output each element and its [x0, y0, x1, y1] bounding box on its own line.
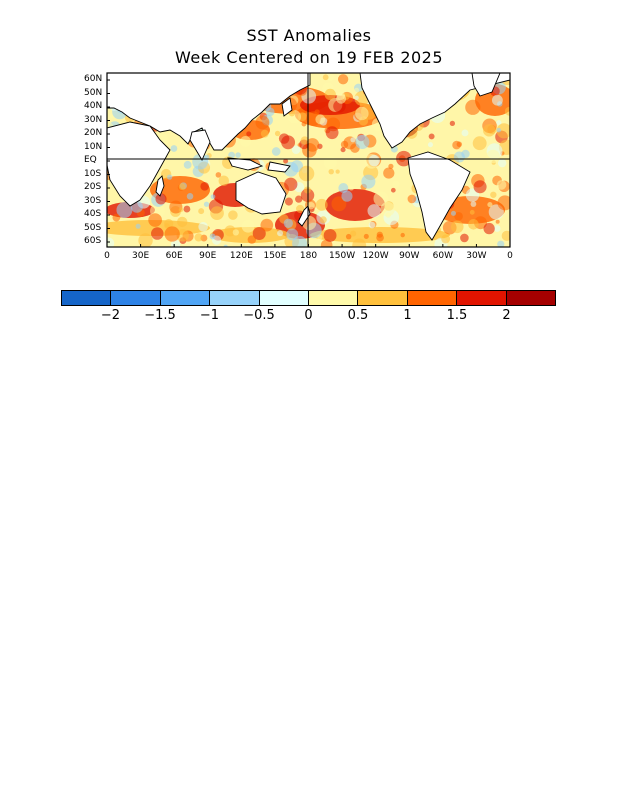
- lon-tick-label: 120E: [229, 251, 253, 261]
- lat-tick-label: 20N: [84, 128, 103, 138]
- lon-tick-label: 0: [507, 251, 513, 261]
- lat-tick-label: 60S: [84, 236, 102, 246]
- color-scale-segment: [111, 291, 161, 305]
- lat-tick-label: 20S: [84, 182, 102, 192]
- japan-land: [281, 97, 293, 117]
- color-scale-tick-label: 0: [304, 308, 313, 323]
- axis-ticks: [106, 79, 511, 247]
- color-scale-segment: [506, 291, 556, 305]
- color-scale-tick-label: −1.5: [144, 308, 176, 323]
- lon-tick-label: 30W: [466, 251, 487, 261]
- lon-tick-label: 0: [104, 251, 110, 261]
- lat-tick-label: EQ: [84, 155, 97, 165]
- color-scale-tick-label: 1.5: [446, 308, 468, 323]
- color-scale-segment: [407, 291, 458, 305]
- color-scale-segment: [358, 291, 408, 305]
- land-masses: [107, 73, 510, 241]
- eurasia-land: [107, 73, 311, 151]
- south-america-land: [407, 151, 471, 241]
- color-scale-tick-label: −2: [100, 308, 121, 323]
- color-scale-tick-label: −1: [199, 308, 220, 323]
- greenland-land: [471, 73, 501, 97]
- color-scale-segment: [309, 291, 359, 305]
- lat-tick-label: 40N: [84, 101, 103, 111]
- new-zealand-land: [297, 205, 311, 227]
- lat-tick-label: 10N: [84, 141, 103, 152]
- lon-tick-label: 60W: [432, 251, 454, 261]
- lon-tick-label: 90W: [399, 251, 420, 261]
- lon-tick-label: 60E: [165, 251, 183, 261]
- india-land: [189, 129, 211, 161]
- madagascar-land: [155, 175, 165, 197]
- lat-tick-label: 30N: [84, 114, 103, 125]
- lon-tick-label: 90E: [199, 251, 217, 261]
- indonesia-land: [227, 157, 264, 171]
- lon-tick-label: 30E: [132, 251, 150, 261]
- color-scale-segment: [210, 291, 260, 305]
- color-scale-tick-label: 2: [502, 308, 511, 323]
- lon-tick-label: 150W: [329, 251, 356, 261]
- lon-tick-label: 120W: [362, 251, 389, 261]
- color-scale-tick-label: 0.5: [347, 308, 369, 323]
- map-title: SST Anomalies: [246, 26, 372, 45]
- color-scale-tick-label: −0.5: [243, 308, 275, 323]
- lat-tick-label: 50S: [84, 222, 102, 233]
- color-scale-bar: [61, 290, 556, 306]
- lat-tick-label: 40S: [84, 209, 102, 219]
- sst-anomaly-map: [106, 72, 511, 248]
- lat-tick-label: 10S: [84, 168, 102, 179]
- lat-tick-label: 60N: [84, 74, 103, 84]
- color-scale-segment: [259, 291, 310, 305]
- lon-tick-label: 150E: [263, 251, 287, 261]
- lon-tick-label: 180: [299, 251, 318, 261]
- color-scale-segment: [457, 291, 507, 305]
- color-scale-segment: [160, 291, 211, 305]
- color-scale-segment: [62, 291, 112, 305]
- lat-tick-label: 50N: [84, 87, 103, 98]
- map-subtitle: Week Centered on 19 FEB 2025: [174, 48, 444, 67]
- australia-land: [235, 171, 287, 215]
- color-scale-tick-label: 1: [403, 308, 412, 323]
- africa-land: [107, 121, 171, 207]
- new-guinea-land: [267, 161, 291, 173]
- lat-tick-label: 30S: [84, 195, 102, 206]
